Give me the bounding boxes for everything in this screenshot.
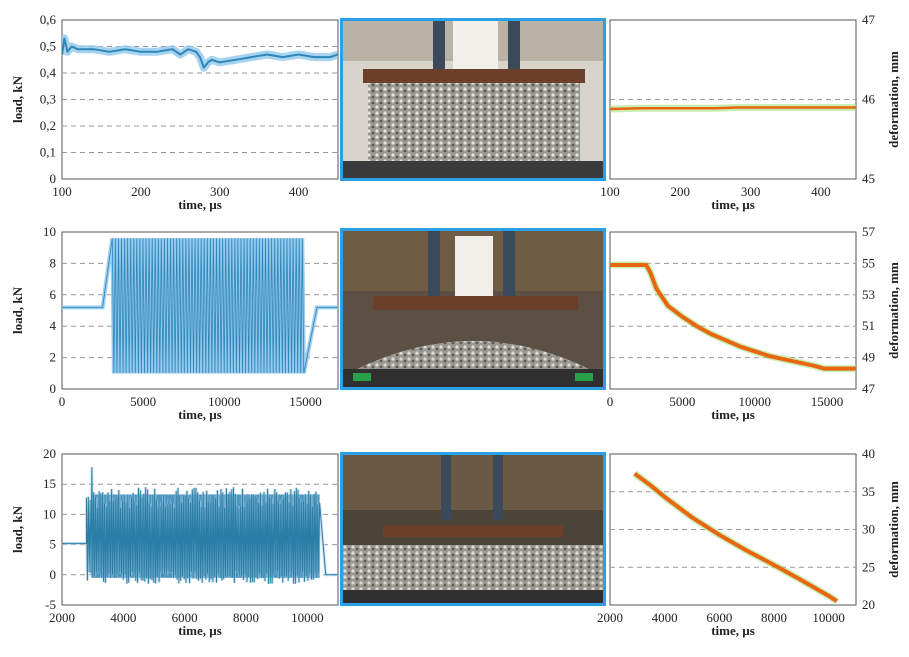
x-axis-title: time, µs <box>178 623 222 638</box>
y-axis-title: deformation, mm <box>886 51 901 148</box>
x-axis-title: time, µs <box>178 407 222 422</box>
x-axis-title: time, µs <box>178 197 222 212</box>
y-tick-label: 20 <box>862 597 875 612</box>
y-tick-label: 55 <box>862 255 875 270</box>
x-tick-label: 200 <box>671 184 691 199</box>
deformation-series <box>610 263 856 371</box>
x-tick-label: 10000 <box>208 394 241 409</box>
y-axis-title: load, kN <box>10 505 25 553</box>
y-tick-label: 0 <box>50 567 57 582</box>
y-tick-label: 47 <box>862 381 876 396</box>
y-tick-label: 0,1 <box>40 145 56 160</box>
y-tick-label: 0,3 <box>40 92 56 107</box>
x-axis-title: time, µs <box>711 623 755 638</box>
load-series <box>62 238 338 374</box>
y-tick-label: 35 <box>862 484 875 499</box>
y-tick-label: -5 <box>45 597 56 612</box>
y-tick-label: 51 <box>862 318 875 333</box>
y-tick-label: 30 <box>862 522 875 537</box>
x-tick-label: 5000 <box>130 394 156 409</box>
chart-1-right: 45 46 47 100 200 300 400 time, µs deformation, m… <box>600 12 901 212</box>
x-tick-label: 2000 <box>597 610 623 625</box>
y-tick-label: 4 <box>50 318 57 333</box>
y-axis-title: deformation, mm <box>886 481 901 578</box>
y-axis-title: deformation, mm <box>886 262 901 359</box>
x-tick-label: 400 <box>811 184 831 199</box>
y-tick-label: 0,6 <box>40 12 57 27</box>
x-tick-label: 6000 <box>706 610 732 625</box>
ballast-box-photo-row2 <box>340 228 606 390</box>
deformation-series <box>610 106 856 111</box>
ballast-box-photo-row1 <box>340 18 606 181</box>
photo-ballast-box-icon <box>343 21 603 178</box>
x-tick-label: 4000 <box>110 610 136 625</box>
y-tick-label: 8 <box>50 255 57 270</box>
y-tick-label: 47 <box>862 12 876 27</box>
deformation-series <box>633 471 838 603</box>
x-tick-label: 4000 <box>652 610 678 625</box>
y-tick-label: 10 <box>43 224 56 239</box>
x-tick-label: 6000 <box>172 610 198 625</box>
chart-2-left: 0 2 4 6 8 10 0 5000 10000 15000 time, µs load, kN <box>10 224 339 422</box>
y-tick-label: 46 <box>862 92 876 107</box>
photo-ballast-box-loaded-icon <box>343 231 603 387</box>
x-tick-label: 8000 <box>233 610 259 625</box>
ballast-box-photo-row3 <box>340 452 606 606</box>
y-tick-label: 57 <box>862 224 876 239</box>
y-tick-label: 10 <box>43 506 56 521</box>
x-tick-label: 10000 <box>291 610 324 625</box>
x-tick-label: 5000 <box>669 394 695 409</box>
y-tick-label: 0,4 <box>40 65 57 80</box>
y-tick-label: 0,5 <box>40 39 56 54</box>
y-axis-title: load, kN <box>10 75 25 123</box>
chart-3-right: 20 25 30 35 40 2000 4000 6000 8000 10000 time, µs d… <box>597 446 901 638</box>
x-tick-label: 100 <box>600 184 620 199</box>
x-tick-label: 8000 <box>761 610 787 625</box>
x-tick-label: 15000 <box>289 394 322 409</box>
chart-1-left: 0 0,1 0,2 0,3 0,4 0,5 0,6 100 200 300 400 time, µs l… <box>10 12 339 212</box>
y-tick-label: 0 <box>50 171 57 186</box>
y-tick-label: 6 <box>50 287 57 302</box>
y-tick-label: 45 <box>862 171 875 186</box>
x-tick-label: 300 <box>741 184 761 199</box>
x-axis-title: time, µs <box>711 407 755 422</box>
x-tick-label: 300 <box>210 184 230 199</box>
x-tick-label: 0 <box>607 394 614 409</box>
x-tick-label: 10000 <box>738 394 771 409</box>
y-tick-label: 49 <box>862 350 875 365</box>
load-series <box>62 467 338 584</box>
x-tick-label: 0 <box>59 394 66 409</box>
chart-3-left: -5 0 5 10 15 20 2000 4000 6000 8000 10000 time, µs l… <box>10 446 339 638</box>
load-series <box>62 37 338 69</box>
x-tick-label: 400 <box>289 184 309 199</box>
y-tick-label: 15 <box>43 476 56 491</box>
y-tick-label: 25 <box>862 559 875 574</box>
x-tick-label: 2000 <box>49 610 75 625</box>
x-tick-label: 200 <box>131 184 151 199</box>
chart-2-right: 47 49 51 53 55 57 0 5000 10000 15000 time, µs defor… <box>607 224 901 422</box>
y-tick-label: 40 <box>862 446 875 461</box>
y-tick-label: 0 <box>50 381 57 396</box>
x-axis-title: time, µs <box>711 197 755 212</box>
x-tick-label: 100 <box>52 184 72 199</box>
x-tick-label: 10000 <box>812 610 845 625</box>
y-tick-label: 20 <box>43 446 56 461</box>
y-tick-label: 5 <box>50 537 57 552</box>
photo-ballast-box-settled-icon <box>343 455 603 603</box>
y-axis-title: load, kN <box>10 286 25 334</box>
y-tick-label: 2 <box>50 350 57 365</box>
x-tick-label: 15000 <box>811 394 844 409</box>
y-tick-label: 53 <box>862 287 875 302</box>
y-tick-label: 0,2 <box>40 118 56 133</box>
